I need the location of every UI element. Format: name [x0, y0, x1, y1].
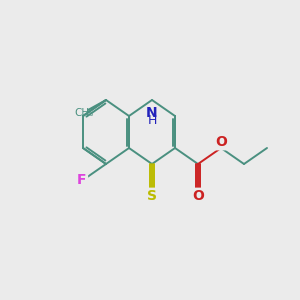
Text: F: F: [77, 173, 87, 187]
Text: O: O: [215, 135, 227, 149]
Text: O: O: [192, 189, 204, 203]
Text: S: S: [147, 189, 157, 203]
Text: CH₃: CH₃: [74, 108, 94, 118]
Text: H: H: [147, 114, 157, 127]
Text: N: N: [146, 106, 158, 120]
